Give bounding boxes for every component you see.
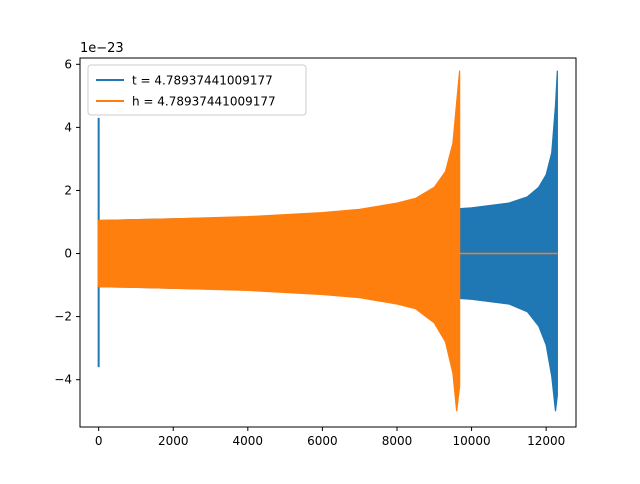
y-tick-label: −2 — [54, 310, 72, 324]
series-2-band — [98, 70, 461, 412]
y-tick-label: 4 — [64, 120, 72, 134]
plot-area — [97, 70, 558, 412]
y-tick-label: −4 — [54, 373, 72, 387]
legend: t = 4.78937441009177 h = 4.78937441009177 — [87, 64, 307, 116]
x-tick-label: 12000 — [527, 434, 565, 448]
y-tick-label: 6 — [64, 57, 72, 71]
y-tick-label: 2 — [64, 183, 72, 197]
legend-box — [87, 64, 307, 116]
x-tick-label: 10000 — [452, 434, 490, 448]
axes-frame — [79, 57, 577, 428]
x-tick-label: 4000 — [233, 434, 264, 448]
y-offset-text: 1e−23 — [80, 41, 124, 56]
x-tick-label: 2000 — [158, 434, 189, 448]
x-axis: 0 2000 4000 6000 8000 10000 12000 — [95, 427, 565, 448]
x-tick-label: 8000 — [382, 434, 413, 448]
legend-label-2: h = 4.78937441009177 — [132, 95, 276, 109]
x-tick-label: 0 — [95, 434, 103, 448]
y-tick-label: 0 — [64, 247, 72, 261]
y-axis: −4 −2 0 2 4 6 — [54, 57, 80, 387]
x-tick-label: 6000 — [307, 434, 338, 448]
legend-label-1: t = 4.78937441009177 — [132, 74, 273, 88]
